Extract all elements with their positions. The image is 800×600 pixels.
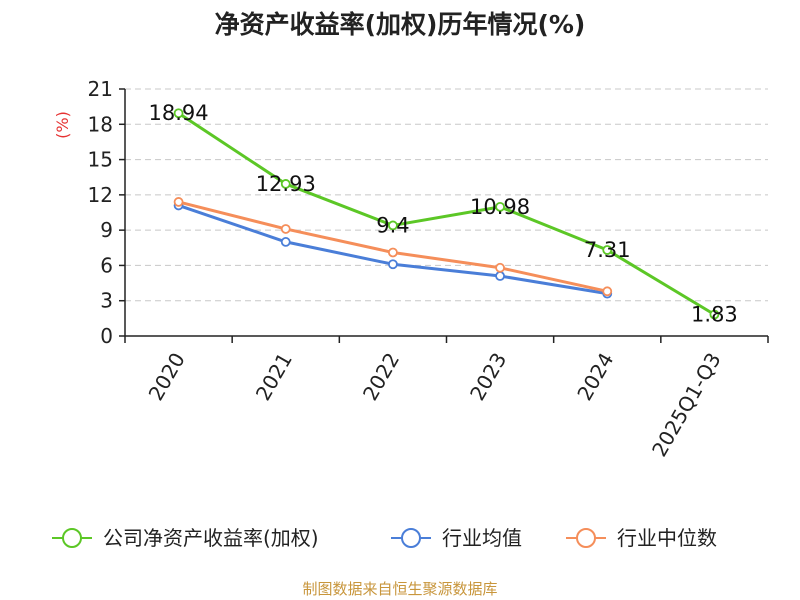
data-labels: 18.94 12.93 9.4 10.98 7.31 1.83 bbox=[149, 101, 738, 326]
y-axis-label: (%) bbox=[53, 111, 72, 139]
x-tick-label: 2024 bbox=[572, 349, 618, 405]
y-tick-label: 21 bbox=[88, 77, 113, 101]
data-point-s2-0 bbox=[173, 197, 184, 207]
y-tick-label: 3 bbox=[100, 289, 113, 313]
legend-label: 公司净资产收益率(加权) bbox=[103, 526, 319, 550]
data-point-s0-3 bbox=[495, 201, 505, 212]
y-tick-label: 18 bbox=[88, 112, 113, 136]
data-label: 18.94 bbox=[149, 101, 209, 125]
legend-label: 行业中位数 bbox=[617, 526, 717, 550]
data-point-s2-1 bbox=[280, 224, 291, 234]
x-tick-label: 2025Q1-Q3 bbox=[647, 349, 726, 461]
legend-marker-1 bbox=[401, 528, 421, 548]
y-tick-label: 0 bbox=[100, 324, 113, 348]
data-point-s0-0 bbox=[173, 108, 184, 119]
grid bbox=[125, 88, 768, 302]
series-line-0 bbox=[177, 111, 716, 316]
legend-marker-0 bbox=[62, 528, 82, 548]
data-label: 12.93 bbox=[256, 172, 316, 196]
legend-marker-2 bbox=[576, 528, 596, 548]
data-label: 7.31 bbox=[584, 238, 631, 262]
data-point-s0-2 bbox=[388, 220, 398, 231]
data-point-s0-5 bbox=[709, 309, 720, 320]
legend-label: 行业均值 bbox=[442, 526, 522, 550]
source-note: 制图数据来自恒生聚源数据库 bbox=[302, 580, 497, 598]
data-label: 1.83 bbox=[691, 302, 738, 326]
y-tick-label: 15 bbox=[88, 148, 113, 172]
legend: 公司净资产收益率(加权) 行业均值 行业中位数 bbox=[52, 526, 717, 550]
data-point-s0-1 bbox=[280, 179, 291, 189]
data-point-s1-2 bbox=[388, 259, 398, 270]
x-tick-label: 2023 bbox=[465, 349, 511, 405]
x-tick-label: 2020 bbox=[144, 349, 190, 405]
data-point-s2-4 bbox=[602, 286, 613, 297]
data-label: 10.98 bbox=[470, 195, 530, 219]
x-tick-label: 2022 bbox=[358, 349, 404, 405]
y-tick-label: 6 bbox=[100, 253, 113, 277]
data-point-s0-4 bbox=[602, 245, 613, 255]
chart-title: 净资产收益率(加权)历年情况(%) bbox=[215, 10, 586, 39]
data-point-s2-3 bbox=[495, 262, 505, 273]
data-point-s1-3 bbox=[495, 271, 505, 281]
y-tick-label: 9 bbox=[100, 218, 113, 242]
data-point-s1-1 bbox=[280, 237, 291, 247]
data-label: 9.4 bbox=[376, 213, 409, 237]
y-tick-label: 12 bbox=[88, 183, 113, 207]
data-point-s2-2 bbox=[388, 247, 398, 258]
series bbox=[173, 108, 720, 320]
x-tick-label: 2021 bbox=[251, 349, 297, 405]
